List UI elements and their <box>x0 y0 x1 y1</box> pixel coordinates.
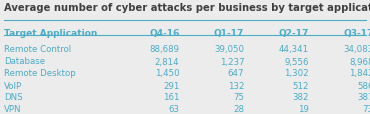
Text: 382: 382 <box>292 92 309 101</box>
Text: 1,302: 1,302 <box>284 68 309 77</box>
Text: Average number of cyber attacks per business by target application: Average number of cyber attacks per busi… <box>4 3 370 13</box>
Text: Remote Desktop: Remote Desktop <box>4 68 75 77</box>
Text: Remote Control: Remote Control <box>4 44 71 53</box>
Text: Q4-16: Q4-16 <box>149 28 179 37</box>
Text: 8,968: 8,968 <box>349 57 370 66</box>
Text: 19: 19 <box>298 104 309 113</box>
Text: 291: 291 <box>163 81 179 90</box>
Text: 34,083: 34,083 <box>344 44 370 53</box>
Text: Q1-17: Q1-17 <box>214 28 244 37</box>
Text: Database: Database <box>4 57 45 66</box>
Text: 73: 73 <box>363 104 370 113</box>
Text: 9,556: 9,556 <box>285 57 309 66</box>
Text: 586: 586 <box>357 81 370 90</box>
Text: Target Application: Target Application <box>4 28 97 37</box>
Text: 132: 132 <box>228 81 244 90</box>
Text: 1,450: 1,450 <box>155 68 179 77</box>
Text: 39,050: 39,050 <box>214 44 244 53</box>
Text: 1,842: 1,842 <box>349 68 370 77</box>
Text: 88,689: 88,689 <box>149 44 179 53</box>
Text: 2,814: 2,814 <box>155 57 179 66</box>
Text: 63: 63 <box>168 104 179 113</box>
Text: 28: 28 <box>233 104 244 113</box>
Text: 387: 387 <box>357 92 370 101</box>
Text: Q2-17: Q2-17 <box>279 28 309 37</box>
Text: Q3-17: Q3-17 <box>343 28 370 37</box>
Text: DNS: DNS <box>4 92 22 101</box>
Text: VoIP: VoIP <box>4 81 22 90</box>
Text: 44,341: 44,341 <box>279 44 309 53</box>
Text: 512: 512 <box>292 81 309 90</box>
Text: 1,237: 1,237 <box>219 57 244 66</box>
Text: VPN: VPN <box>4 104 21 113</box>
Text: 647: 647 <box>228 68 244 77</box>
Text: 161: 161 <box>163 92 179 101</box>
Text: 75: 75 <box>233 92 244 101</box>
